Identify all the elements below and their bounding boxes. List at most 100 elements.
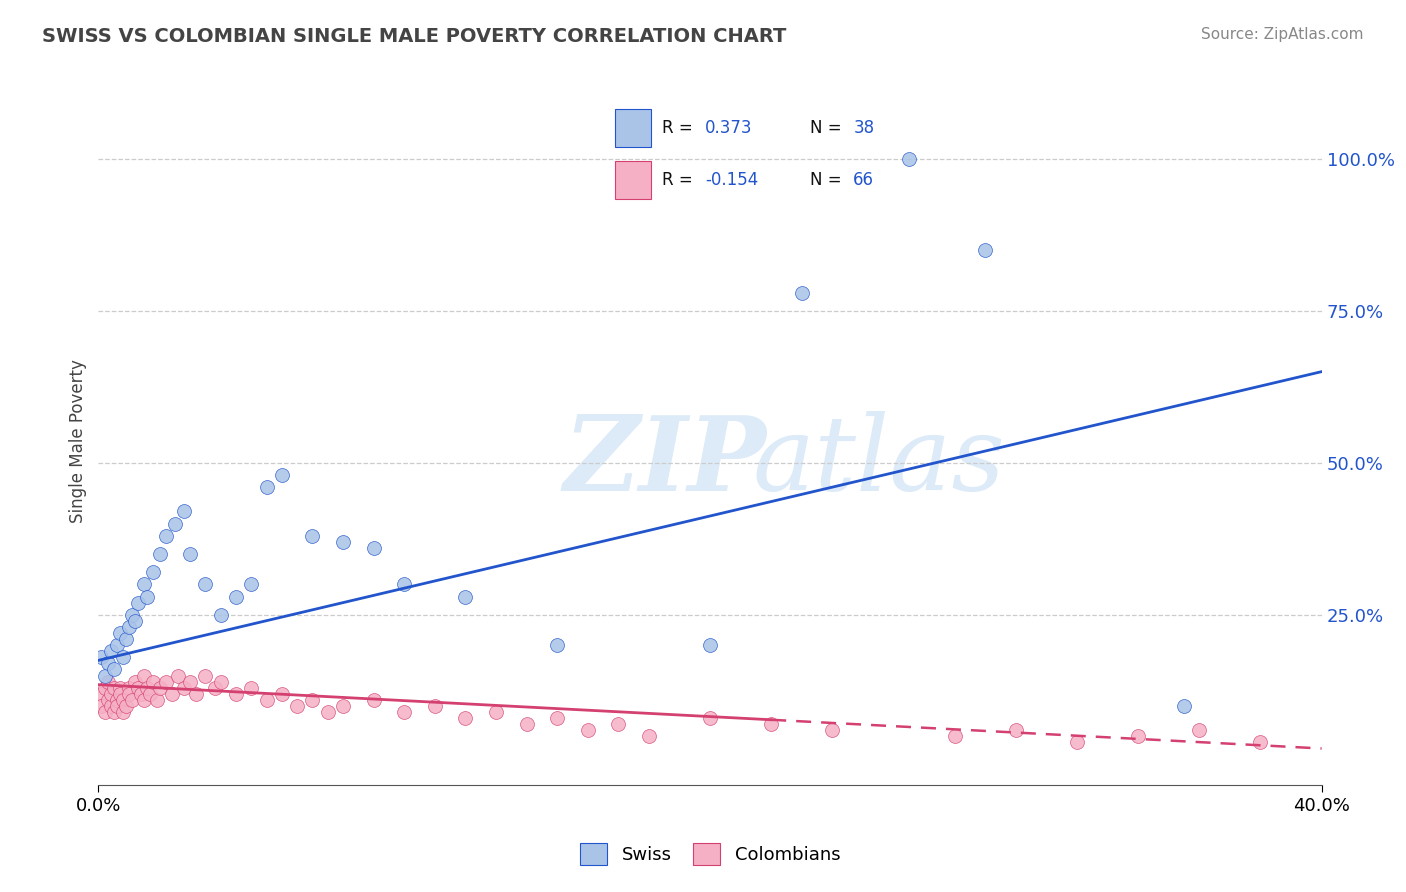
Point	[145, 693, 167, 707]
Point	[90, 650, 112, 665]
Point	[103, 663, 125, 677]
Point	[97, 674, 120, 689]
Point	[118, 620, 141, 634]
Point	[134, 577, 156, 591]
Point	[256, 480, 278, 494]
Point	[607, 717, 630, 731]
Point	[97, 693, 120, 707]
Point	[163, 516, 186, 531]
Point	[93, 668, 115, 682]
Point	[142, 566, 165, 580]
Point	[897, 152, 920, 166]
Point	[1249, 735, 1271, 749]
Point	[115, 632, 138, 646]
Point	[1128, 729, 1150, 743]
Point	[111, 693, 134, 707]
Point	[179, 547, 201, 561]
Point	[179, 674, 201, 689]
Point	[790, 285, 813, 300]
Point	[332, 534, 354, 549]
Legend: Swiss, Colombians: Swiss, Colombians	[572, 836, 848, 872]
Point	[392, 577, 416, 591]
Point	[124, 674, 146, 689]
Point	[118, 687, 141, 701]
Point	[97, 657, 120, 671]
Point	[240, 577, 263, 591]
Text: atlas: atlas	[752, 411, 1005, 513]
Point	[115, 698, 138, 713]
Point	[93, 705, 115, 719]
Point	[136, 590, 159, 604]
Point	[155, 674, 177, 689]
Point	[699, 638, 721, 652]
Point	[225, 687, 247, 701]
Point	[209, 674, 232, 689]
Point	[454, 711, 477, 725]
Point	[1188, 723, 1211, 738]
Point	[108, 687, 131, 701]
Point	[270, 687, 292, 701]
Point	[699, 711, 721, 725]
Point	[127, 681, 149, 695]
Point	[546, 711, 568, 725]
Point	[204, 681, 226, 695]
Point	[392, 705, 416, 719]
Point	[637, 729, 661, 743]
Point	[118, 681, 141, 695]
Point	[149, 547, 172, 561]
Point	[363, 541, 385, 555]
Y-axis label: Single Male Poverty: Single Male Poverty	[69, 359, 87, 524]
Point	[194, 668, 217, 682]
Point	[105, 698, 128, 713]
Point	[103, 705, 125, 719]
Point	[943, 729, 966, 743]
Point	[186, 687, 208, 701]
Point	[100, 644, 122, 658]
Point	[240, 681, 263, 695]
Point	[136, 681, 159, 695]
Point	[225, 590, 247, 604]
Point	[127, 596, 149, 610]
Point	[301, 529, 323, 543]
Point	[139, 687, 162, 701]
Point	[194, 577, 217, 591]
Point	[105, 693, 128, 707]
Point	[821, 723, 844, 738]
Point	[974, 243, 997, 257]
Point	[111, 705, 134, 719]
Point	[108, 681, 131, 695]
Point	[759, 717, 782, 731]
Point	[167, 668, 190, 682]
Point	[129, 687, 152, 701]
Point	[155, 529, 177, 543]
Point	[100, 687, 122, 701]
Point	[546, 638, 568, 652]
Point	[316, 705, 339, 719]
Point	[173, 681, 195, 695]
Point	[93, 681, 115, 695]
Point	[173, 504, 195, 518]
Point	[454, 590, 477, 604]
Point	[516, 717, 538, 731]
Text: SWISS VS COLOMBIAN SINGLE MALE POVERTY CORRELATION CHART: SWISS VS COLOMBIAN SINGLE MALE POVERTY C…	[42, 27, 786, 45]
Point	[121, 693, 143, 707]
Point	[485, 705, 508, 719]
Point	[100, 698, 122, 713]
Point	[1173, 698, 1195, 713]
Point	[301, 693, 323, 707]
Point	[1004, 723, 1026, 738]
Point	[270, 467, 292, 482]
Text: ZIP: ZIP	[564, 411, 766, 513]
Point	[149, 681, 172, 695]
Point	[332, 698, 354, 713]
Point	[121, 607, 143, 622]
Point	[256, 693, 278, 707]
Point	[111, 650, 134, 665]
Point	[124, 614, 146, 628]
Point	[134, 668, 156, 682]
Point	[108, 626, 131, 640]
Point	[160, 687, 183, 701]
Point	[363, 693, 385, 707]
Point	[90, 687, 112, 701]
Point	[142, 674, 165, 689]
